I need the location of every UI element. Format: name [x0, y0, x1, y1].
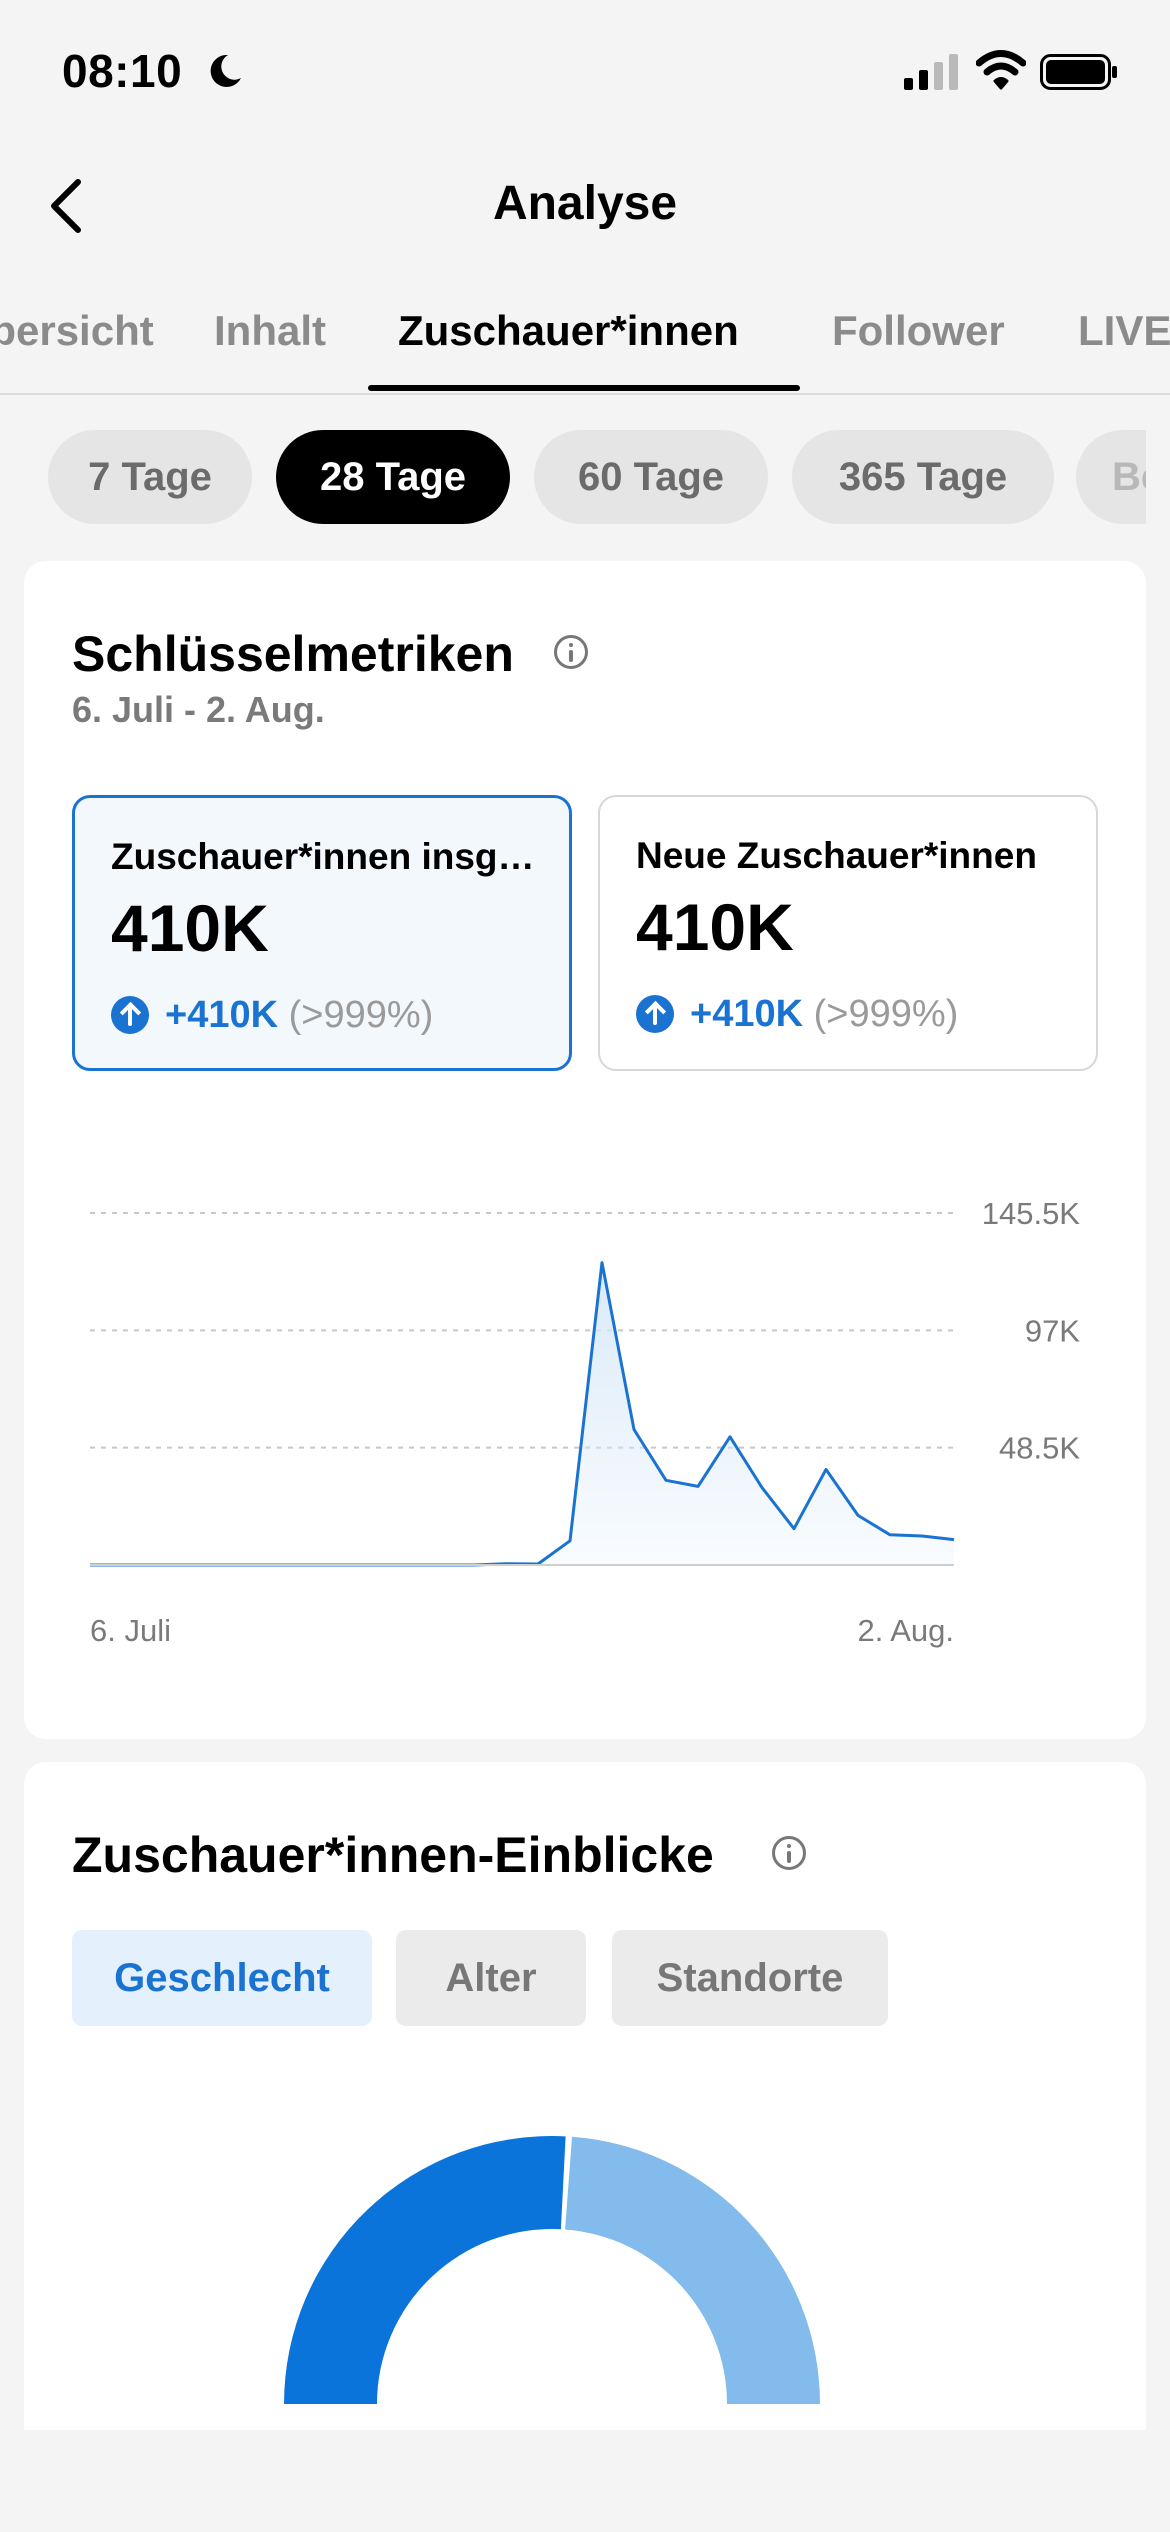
info-icon[interactable]	[554, 635, 588, 669]
range-chips: 7 Tage 28 Tage 60 Tage 365 Tage Benutzer…	[0, 430, 1146, 526]
arrow-up-icon	[636, 995, 674, 1033]
signal-icon	[904, 54, 958, 90]
range-chip-60-days[interactable]: 60 Tage	[534, 430, 768, 524]
tab-live[interactable]: LIVE	[1078, 307, 1170, 354]
range-chip-7-days[interactable]: 7 Tage	[48, 430, 252, 524]
segment-locations[interactable]: Standorte	[612, 1930, 888, 2026]
metric-change-percent: (>999%)	[288, 994, 434, 1036]
metric-card-new-viewers[interactable]: Neue Zuschauer*innen 410K +410K (>999%)	[598, 795, 1098, 1071]
range-chip-28-days[interactable]: 28 Tage	[276, 430, 510, 524]
moon-icon	[210, 54, 241, 87]
status-time: 08:10	[62, 45, 183, 97]
metric-value: 410K	[636, 890, 794, 964]
gender-donut-chart	[284, 2136, 820, 2404]
metric-label: Neue Zuschauer*innen	[636, 835, 1037, 876]
segment-gender[interactable]: Geschlecht	[72, 1930, 372, 2026]
metric-value: 410K	[111, 891, 269, 965]
range-chip-365-days[interactable]: 365 Tage	[792, 430, 1054, 524]
date-range: 6. Juli - 2. Aug.	[72, 689, 325, 730]
segment-age[interactable]: Alter	[396, 1930, 586, 2026]
info-icon[interactable]	[772, 1836, 806, 1870]
metric-label: Zuschauer*innen insgesamt	[111, 836, 541, 877]
wifi-icon	[976, 50, 1026, 90]
tab-viewers[interactable]: Zuschauer*innen	[398, 307, 739, 354]
range-chip-custom[interactable]: Benutzerdefiniert	[1076, 430, 1146, 524]
arrow-up-icon	[111, 996, 149, 1034]
page-title: Analyse	[492, 177, 678, 230]
battery-icon	[1040, 54, 1117, 90]
y-tick-label: 145.5K	[982, 1196, 1081, 1231]
tab-content[interactable]: Inhalt	[214, 307, 326, 354]
y-tick-label: 97K	[1025, 1313, 1080, 1348]
viewer-insights-card: Zuschauer*innen-Einblicke Geschlecht Alt…	[24, 1762, 1146, 2430]
chart-grid	[90, 1212, 954, 1449]
y-tick-label: 48.5K	[999, 1431, 1080, 1466]
key-metrics-card: Schlüsselmetriken 6. Juli - 2. Aug. Zusc…	[24, 561, 1146, 1739]
back-chevron-icon[interactable]	[44, 176, 88, 236]
donut-slice-secondary[interactable]	[565, 2136, 820, 2404]
viewer-insights-title: Zuschauer*innen-Einblicke	[72, 1827, 714, 1883]
metric-change: +410K (>999%)	[636, 993, 958, 1036]
metric-change-value: +410K	[690, 993, 804, 1035]
metric-change-percent: (>999%)	[813, 993, 959, 1035]
metric-change-value: +410K	[165, 994, 279, 1036]
tab-bar: Übersicht Inhalt Zuschauer*innen Followe…	[0, 295, 1170, 395]
metric-card-total-viewers[interactable]: Zuschauer*innen insgesamt 410K +410K (>9…	[72, 795, 572, 1071]
active-tab-indicator	[368, 385, 800, 391]
x-tick-label-end: 2. Aug.	[857, 1613, 954, 1648]
metric-change: +410K (>999%)	[111, 994, 433, 1037]
tab-followers[interactable]: Follower	[832, 307, 1005, 354]
tab-overview[interactable]: Übersicht	[0, 307, 154, 354]
donut-slice-primary[interactable]	[284, 2136, 566, 2404]
viewers-line-chart: 48.5K 97K 145.5K 6. Juli 2. Aug.	[90, 1196, 1081, 1648]
x-tick-label-start: 6. Juli	[90, 1613, 171, 1648]
chart-area	[90, 1262, 954, 1565]
key-metrics-title: Schlüsselmetriken	[72, 626, 514, 682]
